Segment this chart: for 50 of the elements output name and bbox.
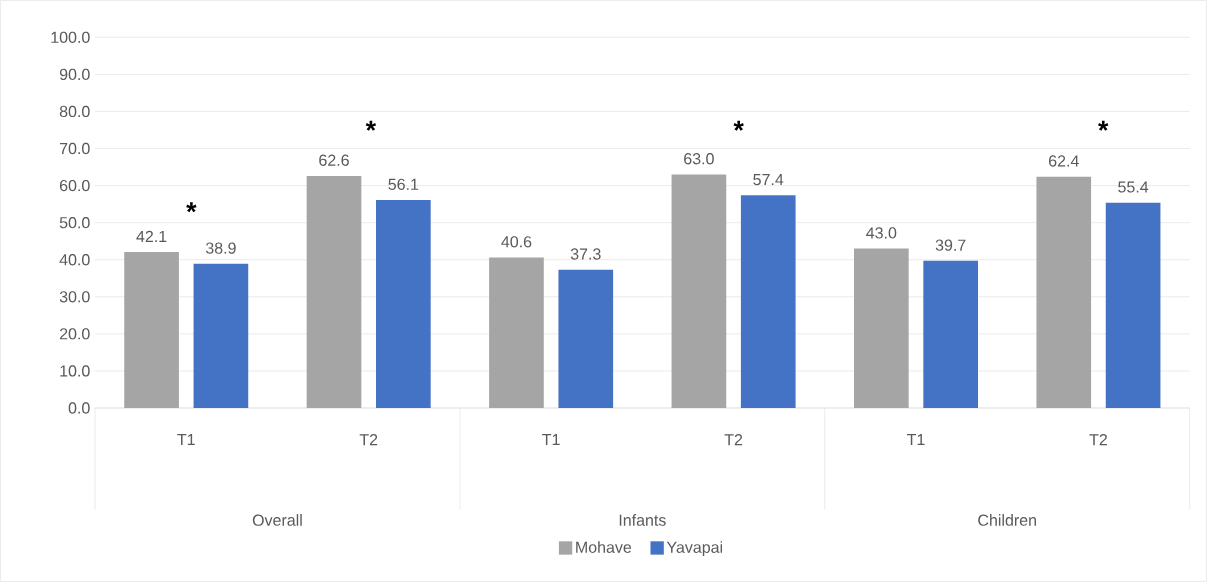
bar bbox=[489, 257, 544, 408]
data-label: 63.0 bbox=[684, 153, 714, 165]
data-label: 56.1 bbox=[388, 178, 419, 190]
y-tick-label: 40.0 bbox=[59, 254, 90, 266]
y-tick-label: 30.0 bbox=[59, 291, 90, 303]
y-tick-label: 60.0 bbox=[59, 179, 90, 192]
bar bbox=[306, 175, 362, 408]
text: Overall bbox=[252, 514, 302, 526]
legend-label: Yavapai bbox=[666, 541, 723, 557]
y-tick-label: 70.0 bbox=[59, 142, 90, 155]
data-label: 62.4 bbox=[1049, 155, 1079, 167]
y-tick-label: 20.0 bbox=[59, 328, 90, 340]
bar bbox=[193, 263, 249, 408]
bar bbox=[376, 200, 431, 408]
annotation: * bbox=[733, 120, 744, 131]
data-label: 37.3 bbox=[570, 248, 601, 260]
bar bbox=[1036, 176, 1092, 408]
y-tick-label: 100.0 bbox=[51, 31, 90, 43]
data-label: 57.4 bbox=[753, 174, 784, 186]
x-tick-label: T2 bbox=[359, 434, 378, 446]
y-tick-label: 10.0 bbox=[60, 365, 90, 377]
y-tick-label: 80.0 bbox=[59, 105, 90, 118]
data-label: 62.6 bbox=[319, 154, 349, 166]
x-tick-label: T2 bbox=[1089, 434, 1107, 446]
bar bbox=[558, 269, 614, 408]
bar bbox=[671, 174, 727, 408]
x-tick-label: T1 bbox=[542, 434, 560, 446]
x-tick-label: T2 bbox=[724, 434, 743, 446]
text: Children bbox=[978, 514, 1036, 526]
annotation: * bbox=[365, 120, 377, 131]
bar bbox=[124, 251, 179, 408]
data-label: 42.1 bbox=[136, 230, 167, 242]
data-label: 38.9 bbox=[205, 242, 236, 254]
annotation: * bbox=[1098, 120, 1109, 131]
y-tick-label: 90.0 bbox=[59, 68, 90, 81]
bar bbox=[1105, 202, 1161, 408]
bar bbox=[854, 248, 909, 408]
data-label: 55.4 bbox=[1118, 181, 1149, 193]
y-tick-label: 0.0 bbox=[68, 402, 90, 414]
annotation: * bbox=[186, 202, 197, 213]
data-label: 43.0 bbox=[866, 227, 897, 239]
text: Infants bbox=[619, 514, 666, 526]
x-tick-label: T1 bbox=[177, 434, 195, 446]
data-label: 39.7 bbox=[935, 239, 966, 251]
x-tick-label: T1 bbox=[907, 434, 925, 446]
data-label: 40.6 bbox=[501, 236, 532, 248]
legend-label: Mohave bbox=[576, 541, 632, 553]
bar bbox=[923, 260, 978, 408]
y-tick-label: 50.0 bbox=[59, 217, 90, 229]
bar bbox=[740, 195, 796, 408]
